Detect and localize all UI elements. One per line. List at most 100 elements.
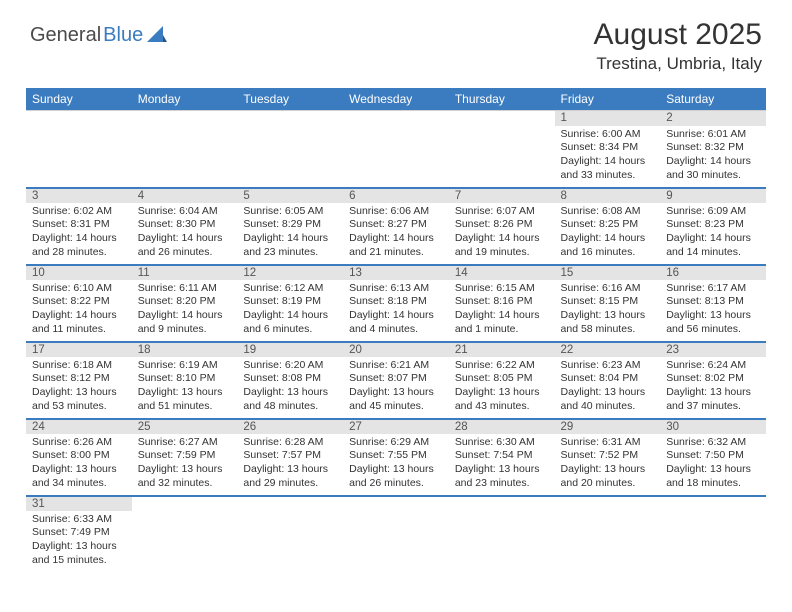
day-content-cell: Sunrise: 6:20 AMSunset: 8:08 PMDaylight:… xyxy=(237,357,343,419)
day-content-cell: Sunrise: 6:28 AMSunset: 7:57 PMDaylight:… xyxy=(237,434,343,496)
sunset-text: Sunset: 8:04 PM xyxy=(561,372,655,386)
day-content-cell: Sunrise: 6:00 AMSunset: 8:34 PMDaylight:… xyxy=(555,126,661,188)
day-content-cell: Sunrise: 6:18 AMSunset: 8:12 PMDaylight:… xyxy=(26,357,132,419)
day-number-cell: 15 xyxy=(555,265,661,280)
day-content-cell: Sunrise: 6:13 AMSunset: 8:18 PMDaylight:… xyxy=(343,280,449,342)
day-number-cell: 19 xyxy=(237,342,343,357)
sunset-text: Sunset: 8:16 PM xyxy=(455,295,549,309)
sunset-text: Sunset: 8:23 PM xyxy=(666,218,760,232)
sunrise-text: Sunrise: 6:24 AM xyxy=(666,359,760,373)
sunrise-text: Sunrise: 6:00 AM xyxy=(561,128,655,142)
calendar-table: Sunday Monday Tuesday Wednesday Thursday… xyxy=(26,88,766,573)
daylight-text: Daylight: 13 hours and 48 minutes. xyxy=(243,386,337,414)
sunrise-text: Sunrise: 6:16 AM xyxy=(561,282,655,296)
sunrise-text: Sunrise: 6:09 AM xyxy=(666,205,760,219)
day-number-cell: 24 xyxy=(26,419,132,434)
sunset-text: Sunset: 8:08 PM xyxy=(243,372,337,386)
day-number-cell xyxy=(237,496,343,511)
day-number-cell: 16 xyxy=(660,265,766,280)
day-number-cell xyxy=(132,496,238,511)
day-number-row: 31 xyxy=(26,496,766,511)
weekday-header: Saturday xyxy=(660,88,766,111)
day-number-cell: 26 xyxy=(237,419,343,434)
sunrise-text: Sunrise: 6:06 AM xyxy=(349,205,443,219)
sunset-text: Sunset: 8:02 PM xyxy=(666,372,760,386)
day-content-cell: Sunrise: 6:21 AMSunset: 8:07 PMDaylight:… xyxy=(343,357,449,419)
sunset-text: Sunset: 8:31 PM xyxy=(32,218,126,232)
day-number-row: 17181920212223 xyxy=(26,342,766,357)
day-number-cell xyxy=(343,496,449,511)
daylight-text: Daylight: 14 hours and 14 minutes. xyxy=(666,232,760,260)
daylight-text: Daylight: 13 hours and 15 minutes. xyxy=(32,540,126,568)
daylight-text: Daylight: 13 hours and 20 minutes. xyxy=(561,463,655,491)
day-content-row: Sunrise: 6:26 AMSunset: 8:00 PMDaylight:… xyxy=(26,434,766,496)
sunrise-text: Sunrise: 6:28 AM xyxy=(243,436,337,450)
sunset-text: Sunset: 7:59 PM xyxy=(138,449,232,463)
day-content-cell: Sunrise: 6:31 AMSunset: 7:52 PMDaylight:… xyxy=(555,434,661,496)
day-content-cell: Sunrise: 6:08 AMSunset: 8:25 PMDaylight:… xyxy=(555,203,661,265)
day-content-cell: Sunrise: 6:10 AMSunset: 8:22 PMDaylight:… xyxy=(26,280,132,342)
day-content-cell xyxy=(237,511,343,573)
day-content-cell xyxy=(132,511,238,573)
day-content-cell: Sunrise: 6:24 AMSunset: 8:02 PMDaylight:… xyxy=(660,357,766,419)
day-number-cell xyxy=(132,111,238,126)
weekday-header-row: Sunday Monday Tuesday Wednesday Thursday… xyxy=(26,88,766,111)
day-number-cell xyxy=(26,111,132,126)
day-number-cell xyxy=(660,496,766,511)
daylight-text: Daylight: 14 hours and 30 minutes. xyxy=(666,155,760,183)
sunset-text: Sunset: 8:34 PM xyxy=(561,141,655,155)
sunset-text: Sunset: 7:55 PM xyxy=(349,449,443,463)
daylight-text: Daylight: 13 hours and 26 minutes. xyxy=(349,463,443,491)
day-number-cell: 27 xyxy=(343,419,449,434)
day-number-row: 12 xyxy=(26,111,766,126)
sunrise-text: Sunrise: 6:11 AM xyxy=(138,282,232,296)
sunrise-text: Sunrise: 6:12 AM xyxy=(243,282,337,296)
sunset-text: Sunset: 7:52 PM xyxy=(561,449,655,463)
day-number-cell xyxy=(449,111,555,126)
sunset-text: Sunset: 8:32 PM xyxy=(666,141,760,155)
sunrise-text: Sunrise: 6:18 AM xyxy=(32,359,126,373)
day-number-cell: 29 xyxy=(555,419,661,434)
daylight-text: Daylight: 13 hours and 29 minutes. xyxy=(243,463,337,491)
sunrise-text: Sunrise: 6:26 AM xyxy=(32,436,126,450)
sunset-text: Sunset: 8:07 PM xyxy=(349,372,443,386)
day-number-cell: 18 xyxy=(132,342,238,357)
daylight-text: Daylight: 13 hours and 40 minutes. xyxy=(561,386,655,414)
daylight-text: Daylight: 14 hours and 23 minutes. xyxy=(243,232,337,260)
brand-part2: Blue xyxy=(103,24,143,47)
day-number-cell xyxy=(343,111,449,126)
day-content-row: Sunrise: 6:33 AMSunset: 7:49 PMDaylight:… xyxy=(26,511,766,573)
daylight-text: Daylight: 13 hours and 18 minutes. xyxy=(666,463,760,491)
sunrise-text: Sunrise: 6:13 AM xyxy=(349,282,443,296)
day-content-cell: Sunrise: 6:23 AMSunset: 8:04 PMDaylight:… xyxy=(555,357,661,419)
sunrise-text: Sunrise: 6:04 AM xyxy=(138,205,232,219)
day-number-cell: 12 xyxy=(237,265,343,280)
sunrise-text: Sunrise: 6:02 AM xyxy=(32,205,126,219)
day-content-cell: Sunrise: 6:17 AMSunset: 8:13 PMDaylight:… xyxy=(660,280,766,342)
day-number-cell xyxy=(555,496,661,511)
daylight-text: Daylight: 13 hours and 23 minutes. xyxy=(455,463,549,491)
day-number-cell: 11 xyxy=(132,265,238,280)
sunset-text: Sunset: 7:49 PM xyxy=(32,526,126,540)
sunrise-text: Sunrise: 6:27 AM xyxy=(138,436,232,450)
sunrise-text: Sunrise: 6:33 AM xyxy=(32,513,126,527)
day-content-cell: Sunrise: 6:15 AMSunset: 8:16 PMDaylight:… xyxy=(449,280,555,342)
daylight-text: Daylight: 14 hours and 28 minutes. xyxy=(32,232,126,260)
sunset-text: Sunset: 8:26 PM xyxy=(455,218,549,232)
sunrise-text: Sunrise: 6:29 AM xyxy=(349,436,443,450)
sunset-text: Sunset: 8:12 PM xyxy=(32,372,126,386)
daylight-text: Daylight: 13 hours and 56 minutes. xyxy=(666,309,760,337)
day-content-cell: Sunrise: 6:07 AMSunset: 8:26 PMDaylight:… xyxy=(449,203,555,265)
day-content-cell: Sunrise: 6:11 AMSunset: 8:20 PMDaylight:… xyxy=(132,280,238,342)
brand-part1: General xyxy=(30,24,101,47)
day-content-cell xyxy=(343,126,449,188)
day-number-cell: 17 xyxy=(26,342,132,357)
day-number-row: 3456789 xyxy=(26,188,766,203)
sunrise-text: Sunrise: 6:07 AM xyxy=(455,205,549,219)
sunset-text: Sunset: 8:20 PM xyxy=(138,295,232,309)
sunrise-text: Sunrise: 6:20 AM xyxy=(243,359,337,373)
sunset-text: Sunset: 8:25 PM xyxy=(561,218,655,232)
weekday-header: Friday xyxy=(555,88,661,111)
sail-icon xyxy=(147,26,167,42)
day-number-cell: 23 xyxy=(660,342,766,357)
